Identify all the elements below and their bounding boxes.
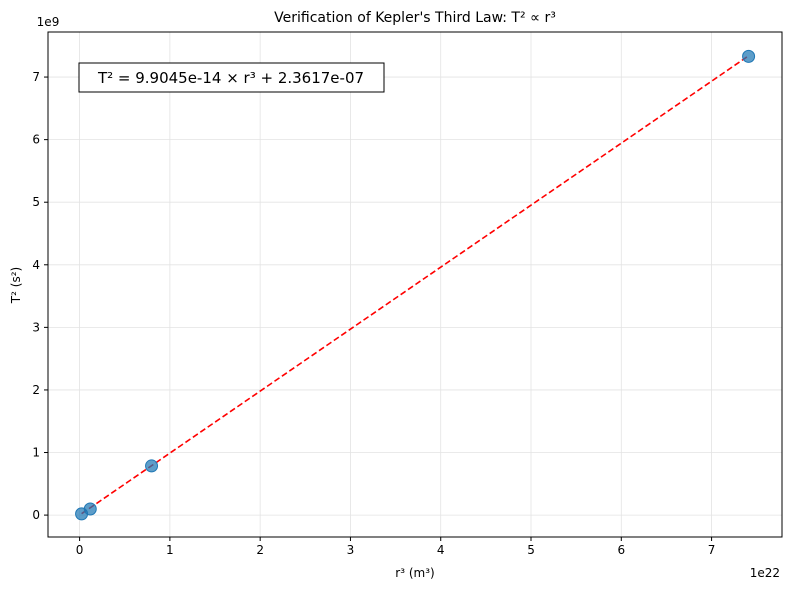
x-offset-label: 1e22 [750, 566, 780, 580]
fit-line-layer [81, 55, 750, 515]
data-point [742, 49, 756, 63]
y-axis-label: T² (s²) [9, 267, 23, 304]
equation-text: T² = 9.9045e-14 × r³ + 2.3617e-07 [97, 69, 364, 87]
chart-title: Verification of Kepler's Third Law: T² ∝… [274, 10, 556, 26]
y-tick-label: 3 [32, 320, 40, 334]
x-axis-label: r³ (m³) [395, 566, 434, 580]
x-tick-label: 6 [617, 543, 625, 557]
y-tick-label: 0 [32, 508, 40, 522]
x-tick-label: 2 [256, 543, 264, 557]
y-tick-label: 4 [32, 258, 40, 272]
x-tick-label: 4 [437, 543, 445, 557]
axis-ticks: 0 1 2 3 4 5 6 7 0 1 2 3 4 5 6 7 [32, 70, 715, 557]
x-tick-label: 0 [76, 543, 84, 557]
plot-frame [47, 31, 783, 538]
fit-line [81, 55, 750, 515]
data-point [145, 459, 159, 473]
y-tick-label: 5 [32, 195, 40, 209]
x-tick-label: 3 [347, 543, 355, 557]
equation-annotation: T² = 9.9045e-14 × r³ + 2.3617e-07 [78, 62, 385, 93]
x-tick-label: 5 [527, 543, 535, 557]
x-tick-label: 7 [708, 543, 716, 557]
y-tick-label: 1 [32, 446, 40, 460]
y-tick-label: 2 [32, 383, 40, 397]
grid-lines [48, 32, 782, 537]
data-points [75, 49, 756, 521]
data-point [83, 502, 97, 516]
y-offset-label: 1e9 [37, 15, 60, 29]
x-tick-label: 1 [166, 543, 174, 557]
y-tick-label: 6 [32, 133, 40, 147]
equation-box [78, 62, 385, 93]
y-tick-label: 7 [32, 70, 40, 84]
